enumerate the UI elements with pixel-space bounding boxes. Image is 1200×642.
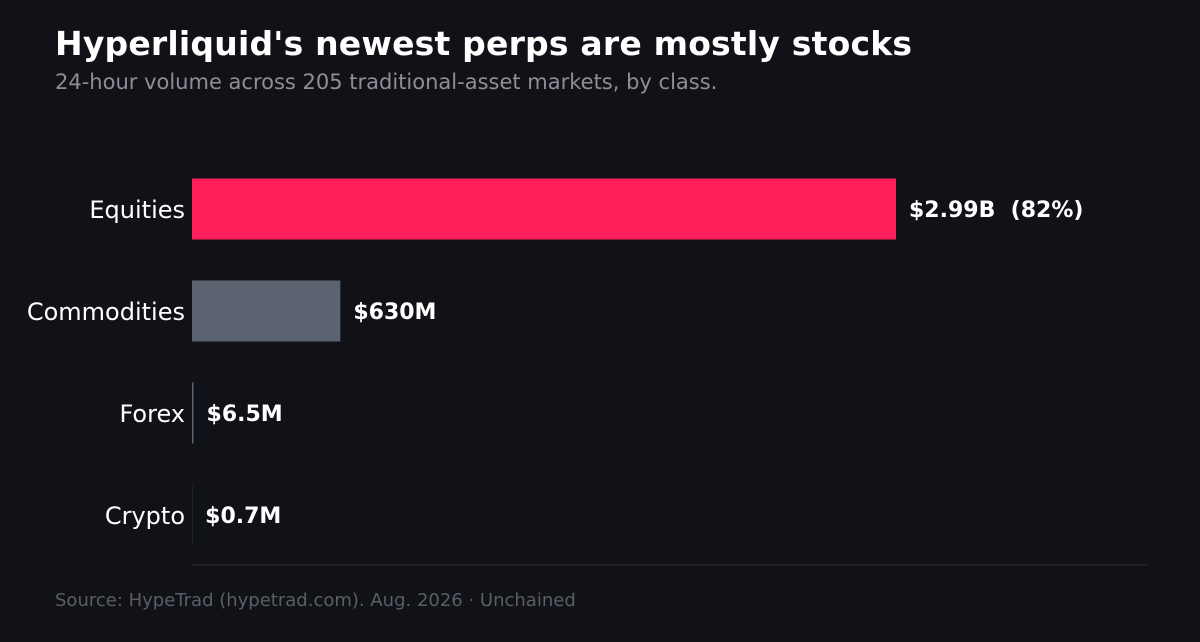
bar-commodities [192, 280, 341, 342]
category-label-equities: Equities [89, 196, 185, 224]
value-label-commodities: $630M [353, 300, 436, 325]
category-label-commodities: Commodities [27, 298, 185, 326]
chart-subtitle: 24-hour volume across 205 traditional-as… [55, 70, 718, 94]
value-label-forex: $6.5M [207, 402, 283, 427]
bar-forex [192, 382, 194, 444]
category-label-forex: Forex [119, 400, 185, 428]
value-label-equities: $2.99B (82%) [909, 198, 1083, 223]
value-label-crypto: $0.7M [205, 504, 281, 529]
source-note: Source: HypeTrad (hypetrad.com). Aug. 20… [55, 590, 576, 611]
bar-equities [192, 178, 896, 240]
chart-title: Hyperliquid's newest perps are mostly st… [55, 24, 913, 63]
category-label-crypto: Crypto [105, 502, 185, 530]
